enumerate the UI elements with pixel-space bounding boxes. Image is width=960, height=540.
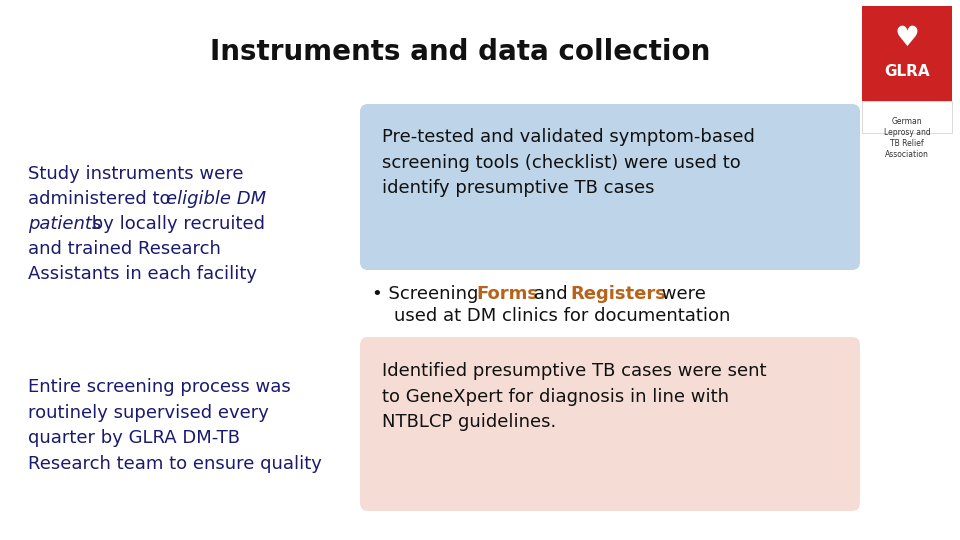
FancyBboxPatch shape [862, 6, 952, 101]
Text: patients: patients [28, 215, 101, 233]
Text: Instruments and data collection: Instruments and data collection [210, 38, 710, 66]
Text: eligible DM: eligible DM [166, 190, 266, 208]
Text: Entire screening process was
routinely supervised every
quarter by GLRA DM-TB
Re: Entire screening process was routinely s… [28, 378, 322, 473]
Text: administered to: administered to [28, 190, 177, 208]
Text: and trained Research: and trained Research [28, 240, 221, 258]
FancyBboxPatch shape [360, 337, 860, 511]
Text: Assistants in each facility: Assistants in each facility [28, 265, 257, 283]
Text: Identified presumptive TB cases were sent
to GeneXpert for diagnosis in line wit: Identified presumptive TB cases were sen… [382, 362, 766, 431]
Text: used at DM clinics for documentation: used at DM clinics for documentation [394, 307, 731, 325]
Text: German
Leprosy and
TB Relief
Association: German Leprosy and TB Relief Association [883, 117, 930, 159]
Text: GLRA: GLRA [884, 64, 930, 79]
Text: Forms: Forms [476, 285, 538, 303]
Text: were: were [656, 285, 706, 303]
FancyBboxPatch shape [862, 101, 952, 133]
Text: ♥: ♥ [895, 24, 920, 52]
Text: Study instruments were: Study instruments were [28, 165, 244, 183]
Text: by locally recruited: by locally recruited [86, 215, 265, 233]
FancyBboxPatch shape [360, 104, 860, 270]
Text: and: and [528, 285, 573, 303]
Text: Registers: Registers [570, 285, 666, 303]
Text: • Screening: • Screening [372, 285, 484, 303]
Text: Pre-tested and validated symptom-based
screening tools (checklist) were used to
: Pre-tested and validated symptom-based s… [382, 128, 755, 198]
